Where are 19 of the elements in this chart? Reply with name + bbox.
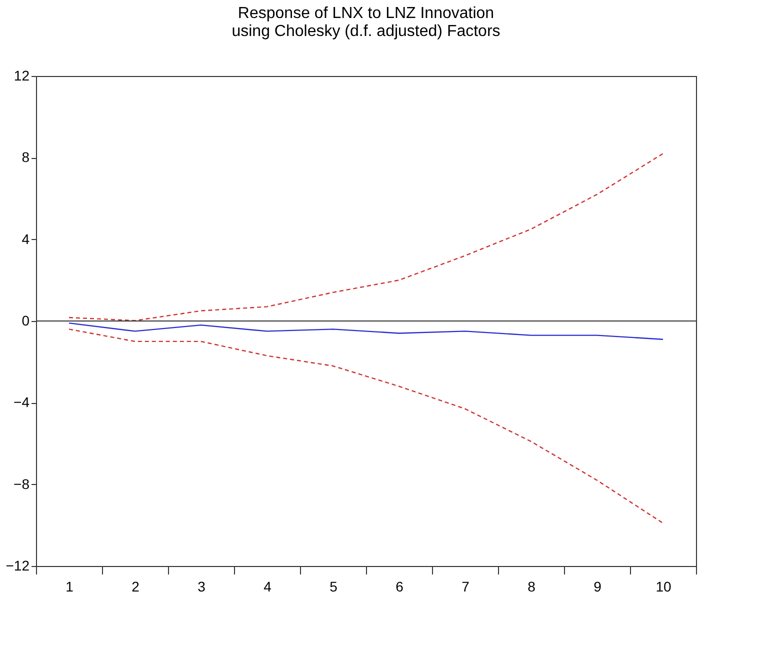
x-tick-label: 7 (462, 578, 470, 594)
y-tick-label: −4 (14, 394, 30, 410)
y-tick-label: 12 (14, 68, 30, 84)
x-tick-label: 5 (330, 578, 338, 594)
x-tick-label: 4 (264, 578, 272, 594)
y-tick-label: −8 (14, 476, 30, 492)
y-tick-label: −12 (6, 558, 30, 574)
x-tick-label: 2 (132, 578, 140, 594)
text: Response of LNX to LNZ Innovation (238, 5, 494, 22)
x-tick-label: 9 (594, 578, 602, 594)
x-tick-label: 10 (656, 578, 672, 594)
x-tick-label: 3 (198, 578, 206, 594)
y-tick-label: 8 (22, 149, 30, 166)
y-tick-label: 0 (22, 312, 30, 328)
x-tick-label: 1 (66, 578, 74, 594)
x-tick-label: 8 (528, 578, 536, 594)
text: using Cholesky (d.f. adjusted) Factors (232, 23, 500, 40)
y-tick-label: 4 (22, 230, 30, 247)
x-tick-label: 6 (396, 578, 404, 594)
